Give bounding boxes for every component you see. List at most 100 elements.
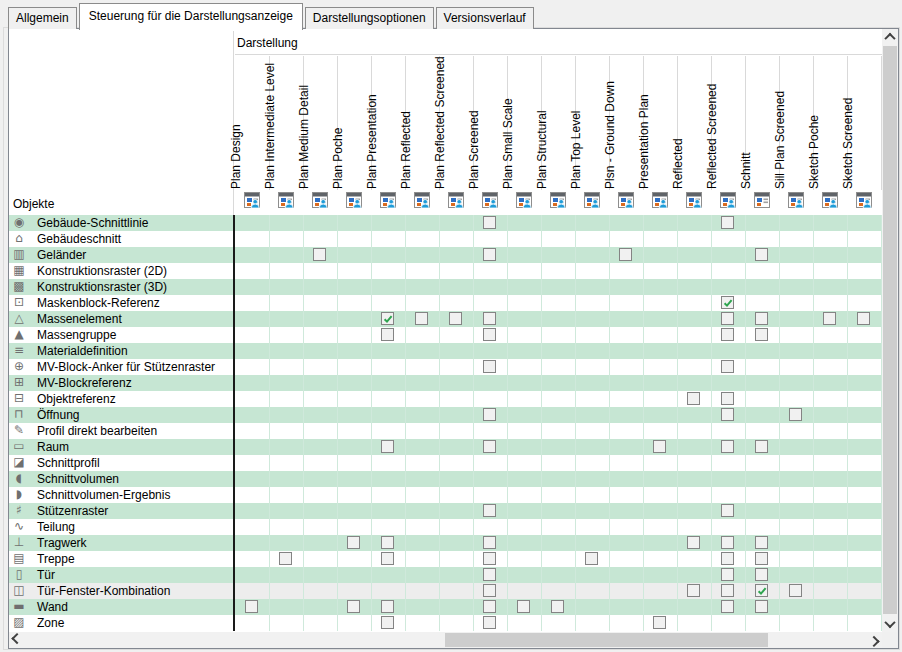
tab-versionsverlauf[interactable]: Versionsverlauf [436, 7, 534, 29]
object-row[interactable]: ⊥Tragwerk [9, 535, 882, 551]
cell-checkbox[interactable] [755, 536, 768, 549]
column-header-label[interactable]: Sill Plan Screened [772, 54, 788, 189]
cell-checkbox[interactable] [381, 536, 394, 549]
cell-checkbox[interactable] [517, 600, 530, 613]
column-header-label[interactable]: Plan Screened [466, 54, 482, 189]
cell-checkbox[interactable] [721, 504, 734, 517]
display-representation-icon[interactable] [822, 192, 838, 208]
cell-checkbox[interactable] [755, 552, 768, 565]
cell-checkbox[interactable] [721, 392, 734, 405]
cell-checkbox[interactable] [789, 584, 802, 597]
cell-checkbox[interactable] [381, 440, 394, 453]
cell-checkbox[interactable] [313, 248, 326, 261]
object-row[interactable]: ◗Schnittvolumen-Ergebnis [9, 487, 882, 503]
object-row[interactable]: ◪Schnittprofil [9, 455, 882, 471]
cell-checkbox[interactable] [721, 568, 734, 581]
cell-checkbox[interactable] [279, 552, 292, 565]
cell-checkbox[interactable] [415, 312, 428, 325]
cell-checkbox[interactable] [483, 584, 496, 597]
cell-checkbox[interactable] [755, 600, 768, 613]
cell-checkbox[interactable] [755, 328, 768, 341]
cell-checkbox[interactable] [755, 440, 768, 453]
object-row[interactable]: ⌂Gebäudeschnitt [9, 231, 882, 247]
display-representation-icon[interactable] [788, 192, 804, 208]
cell-checkbox[interactable] [483, 616, 496, 629]
object-row[interactable]: ▬Wand [9, 599, 882, 615]
cell-checkbox[interactable] [653, 616, 666, 629]
column-header-label[interactable]: Reflected [670, 54, 686, 189]
cell-checkbox[interactable] [721, 584, 734, 597]
display-representation-icon[interactable] [346, 192, 362, 208]
column-header-label[interactable]: Plan Reflected Screened [432, 54, 448, 189]
cell-checkbox[interactable] [483, 504, 496, 517]
display-representation-icon[interactable] [380, 192, 396, 208]
scroll-left-button[interactable] [9, 632, 25, 648]
cell-checkbox[interactable] [483, 440, 496, 453]
cell-checkbox[interactable] [381, 552, 394, 565]
display-representation-icon[interactable] [414, 192, 430, 208]
cell-checkbox[interactable] [483, 360, 496, 373]
column-header-label[interactable]: Schnitt [738, 54, 754, 189]
column-header-label[interactable]: Plan Intermediate Level [262, 54, 278, 189]
column-header-label[interactable]: Sketch Poche [806, 54, 822, 189]
display-representation-icon[interactable] [312, 192, 328, 208]
cell-checkbox[interactable] [585, 552, 598, 565]
column-header-label[interactable]: Plan Presentation [364, 54, 380, 189]
object-row[interactable]: △Massenelement [9, 311, 882, 327]
cell-checkbox[interactable] [483, 216, 496, 229]
column-header-label[interactable]: Plan Top Level [568, 54, 584, 189]
object-row[interactable]: ⊟Objektreferenz [9, 391, 882, 407]
cell-checkbox[interactable] [381, 312, 394, 325]
column-header-label[interactable]: Plan Small Scale [500, 54, 516, 189]
cell-checkbox[interactable] [721, 600, 734, 613]
object-row[interactable]: ▥Geländer [9, 247, 882, 263]
cell-checkbox[interactable] [347, 536, 360, 549]
cell-checkbox[interactable] [483, 552, 496, 565]
display-representation-icon[interactable] [652, 192, 668, 208]
object-row[interactable]: ⊞MV-Blockreferenz [9, 375, 882, 391]
cell-checkbox[interactable] [381, 328, 394, 341]
cell-checkbox[interactable] [653, 440, 666, 453]
scroll-up-button[interactable] [882, 29, 898, 45]
column-header-label[interactable]: Plan Medium Detail [296, 54, 312, 189]
horizontal-scroll-thumb[interactable] [445, 633, 768, 647]
column-header-label[interactable]: Plan Structural [534, 54, 550, 189]
cell-checkbox[interactable] [687, 584, 700, 597]
vertical-scroll-thumb[interactable] [883, 46, 897, 614]
cell-checkbox[interactable] [789, 408, 802, 421]
display-representation-icon[interactable] [856, 192, 872, 208]
cell-checkbox[interactable] [721, 408, 734, 421]
cell-checkbox[interactable] [755, 248, 768, 261]
cell-checkbox[interactable] [857, 312, 870, 325]
column-header-label[interactable]: Reflected Screened [704, 54, 720, 189]
cell-checkbox[interactable] [755, 568, 768, 581]
display-representation-plain-icon[interactable] [754, 192, 770, 208]
display-representation-icon[interactable] [244, 192, 260, 208]
object-row[interactable]: ▦Konstruktionsraster (2D) [9, 263, 882, 279]
cell-checkbox[interactable] [483, 248, 496, 261]
object-row[interactable]: ✎Profil direkt bearbeiten [9, 423, 882, 439]
cell-checkbox[interactable] [483, 328, 496, 341]
display-representation-icon[interactable] [618, 192, 634, 208]
tab-darstellungsoptionen[interactable]: Darstellungsoptionen [305, 7, 434, 29]
display-representation-icon[interactable] [550, 192, 566, 208]
column-header-label[interactable]: Plan Design [228, 54, 244, 189]
cell-checkbox[interactable] [381, 600, 394, 613]
column-header-label[interactable]: Plan Poche [330, 54, 346, 189]
cell-checkbox[interactable] [483, 408, 496, 421]
cell-checkbox[interactable] [483, 312, 496, 325]
display-representation-icon[interactable] [686, 192, 702, 208]
cell-checkbox[interactable] [721, 440, 734, 453]
horizontal-scrollbar[interactable] [9, 632, 882, 648]
display-representation-icon[interactable] [516, 192, 532, 208]
cell-checkbox[interactable] [483, 600, 496, 613]
cell-checkbox[interactable] [687, 536, 700, 549]
display-representation-icon[interactable] [584, 192, 600, 208]
display-representation-icon[interactable] [278, 192, 294, 208]
object-row[interactable]: ▨Zone [9, 615, 882, 631]
object-row[interactable]: ▯Tür [9, 567, 882, 583]
cell-checkbox[interactable] [721, 328, 734, 341]
cell-checkbox[interactable] [721, 312, 734, 325]
cell-checkbox[interactable] [347, 600, 360, 613]
object-row[interactable]: ∿Teilung [9, 519, 882, 535]
